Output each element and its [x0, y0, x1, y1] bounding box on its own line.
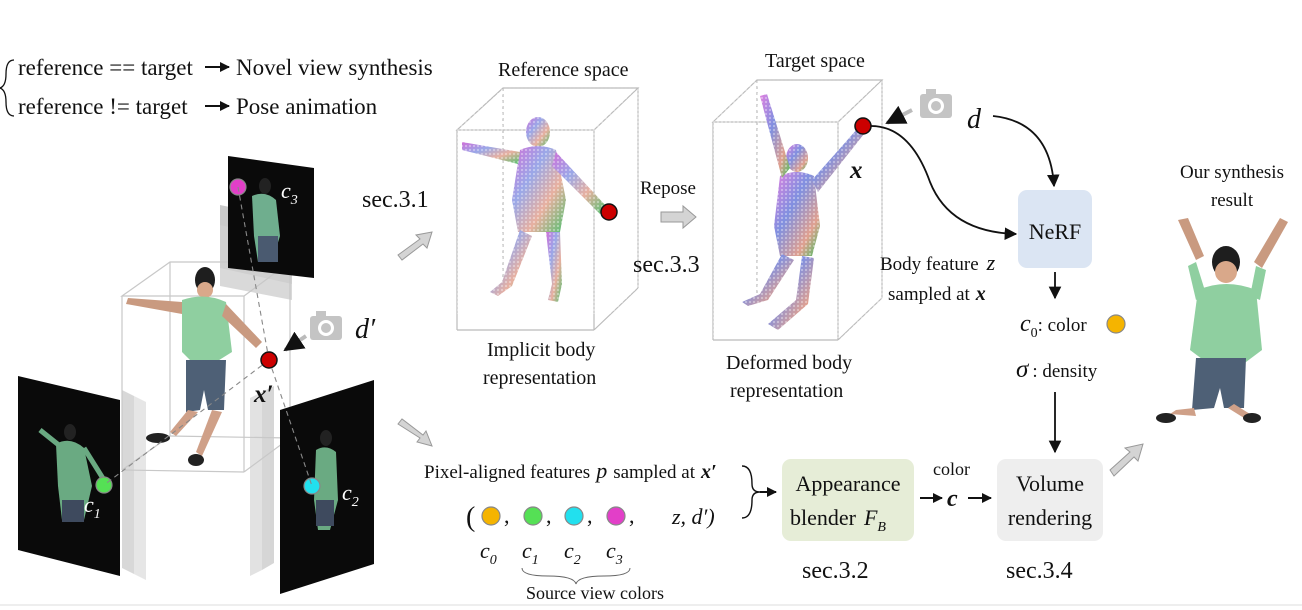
image-plane-stack — [134, 396, 146, 580]
rule-2-result: Pose animation — [236, 94, 378, 119]
tuple-comma: , — [629, 503, 635, 528]
c3-dot — [606, 506, 626, 526]
target-point-label: x — [849, 157, 863, 184]
blender-box — [782, 459, 914, 541]
section-3-3: sec.3.3 — [633, 252, 700, 278]
c0-color-dot — [1106, 314, 1126, 334]
direction-d: d — [967, 104, 982, 135]
section-3-1: sec.3.1 — [362, 187, 429, 213]
volume-box — [997, 459, 1103, 541]
target-caption-line1: Deformed body — [726, 352, 852, 374]
source-colors-brace — [521, 567, 631, 585]
pixel-features-line: Pixel-aligned features p sampled at x′ — [424, 458, 717, 483]
c0-color-output: c0: color — [1020, 311, 1087, 341]
target-space-title: Target space — [765, 50, 865, 72]
source-colors-caption: Source view colors — [526, 583, 664, 603]
blender-line2: blender FB — [790, 505, 886, 535]
image-plane-stack — [122, 390, 134, 574]
c0-dot — [481, 506, 501, 526]
synthesis-result: Our synthesis result — [1156, 162, 1288, 423]
reference-caption-line2: representation — [483, 367, 596, 389]
image-plane-stack — [250, 392, 262, 576]
c3-label: c3 — [281, 178, 298, 208]
query-point-label: x′ — [253, 381, 274, 408]
tuple-open-paren: ( — [466, 502, 475, 533]
c3-tuple-label: c3 — [606, 538, 623, 568]
target-body-pointcloud — [712, 76, 884, 338]
source-views-scene: c3 c1 c2 — [18, 156, 376, 594]
body-feature-label: Body feature z — [880, 250, 996, 275]
reference-body-pointcloud — [455, 82, 645, 314]
c2-tuple-label: c2 — [564, 538, 581, 568]
sampled-at-x-label: sampled at x — [888, 283, 986, 305]
projection-rays — [103, 186, 313, 487]
arrow-to-result — [1109, 443, 1144, 477]
repose-label: Repose — [640, 178, 696, 199]
blender-to-volume: color c — [920, 459, 992, 512]
volume-line1: Volume — [1016, 471, 1084, 496]
source-camera-1: c1 — [18, 376, 120, 576]
appearance-blender: Appearance blender FB sec.3.2 — [782, 459, 914, 584]
c0-label: c0 — [480, 538, 497, 568]
pixel-features: Pixel-aligned features p sampled at x′ ( , … — [424, 458, 777, 603]
image-plane-stack — [262, 386, 274, 570]
c1-tuple-label: c1 — [522, 538, 539, 568]
target-space: Target space x Deformed body representat… — [711, 50, 884, 402]
result-line1: Our synthesis — [1180, 162, 1284, 183]
rule-1-result: Novel view synthesis — [236, 55, 433, 80]
color-label: color — [933, 459, 970, 479]
tuple-comma: , — [587, 503, 593, 528]
reference-caption-line1: Implicit body — [487, 339, 595, 361]
arrow-to-reference — [397, 231, 433, 261]
section-3-4: sec.3.4 — [1006, 558, 1073, 584]
reference-point — [600, 203, 618, 221]
c2-dot — [564, 506, 584, 526]
color-var: c — [947, 486, 958, 512]
density-output: σ: density — [1016, 356, 1098, 383]
volume-line2: rendering — [1008, 505, 1092, 530]
rule-1-condition: reference == target — [18, 55, 194, 80]
rules-brace — [0, 59, 15, 117]
nerf-box — [1018, 190, 1092, 268]
target-point — [854, 117, 872, 135]
c2-label: c2 — [342, 480, 359, 510]
nerf-label: NeRF — [1029, 219, 1082, 244]
query-point-x-prime — [260, 351, 278, 369]
tuple-comma: , — [546, 503, 552, 528]
reference-space: Reference space Implicit body representa… — [455, 59, 645, 389]
c2-projection-dot — [303, 477, 321, 495]
person-figure — [126, 267, 262, 466]
x-to-nerf-arrow — [870, 125, 1018, 240]
direction-d-prime: d′ — [355, 314, 376, 345]
rule-2-condition: reference != target — [18, 94, 188, 119]
camera-d-prime: d′ — [283, 311, 376, 352]
blender-line1: Appearance — [795, 471, 900, 496]
nerf-block: NeRF Body feature z sampled at x c0: color… — [880, 190, 1126, 454]
arrow-to-pixel-features — [397, 418, 433, 447]
camera-icon — [310, 311, 342, 340]
reference-space-title: Reference space — [498, 59, 629, 81]
flow-arrows — [397, 204, 1144, 477]
result-line2: result — [1211, 190, 1254, 211]
rules-block: reference == target Novel view synthesis… — [0, 55, 433, 119]
c1-label: c1 — [84, 492, 101, 522]
volume-rendering: Volume rendering sec.3.4 — [997, 459, 1103, 584]
result-person-figure — [1156, 218, 1288, 423]
d-to-nerf-arrow — [992, 115, 1060, 188]
c1-dot — [523, 506, 543, 526]
features-brace — [741, 465, 761, 519]
camera-d: d — [885, 89, 982, 135]
tuple-tail: z, d′) — [671, 504, 715, 529]
source-camera-3: c3 — [228, 156, 314, 278]
tuple-comma: , — [504, 503, 510, 528]
target-caption-line2: representation — [730, 380, 843, 402]
camera-icon — [920, 89, 952, 118]
repose-arrow — [660, 204, 697, 230]
section-3-2: sec.3.2 — [802, 558, 869, 584]
source-camera-2: c2 — [280, 380, 374, 594]
